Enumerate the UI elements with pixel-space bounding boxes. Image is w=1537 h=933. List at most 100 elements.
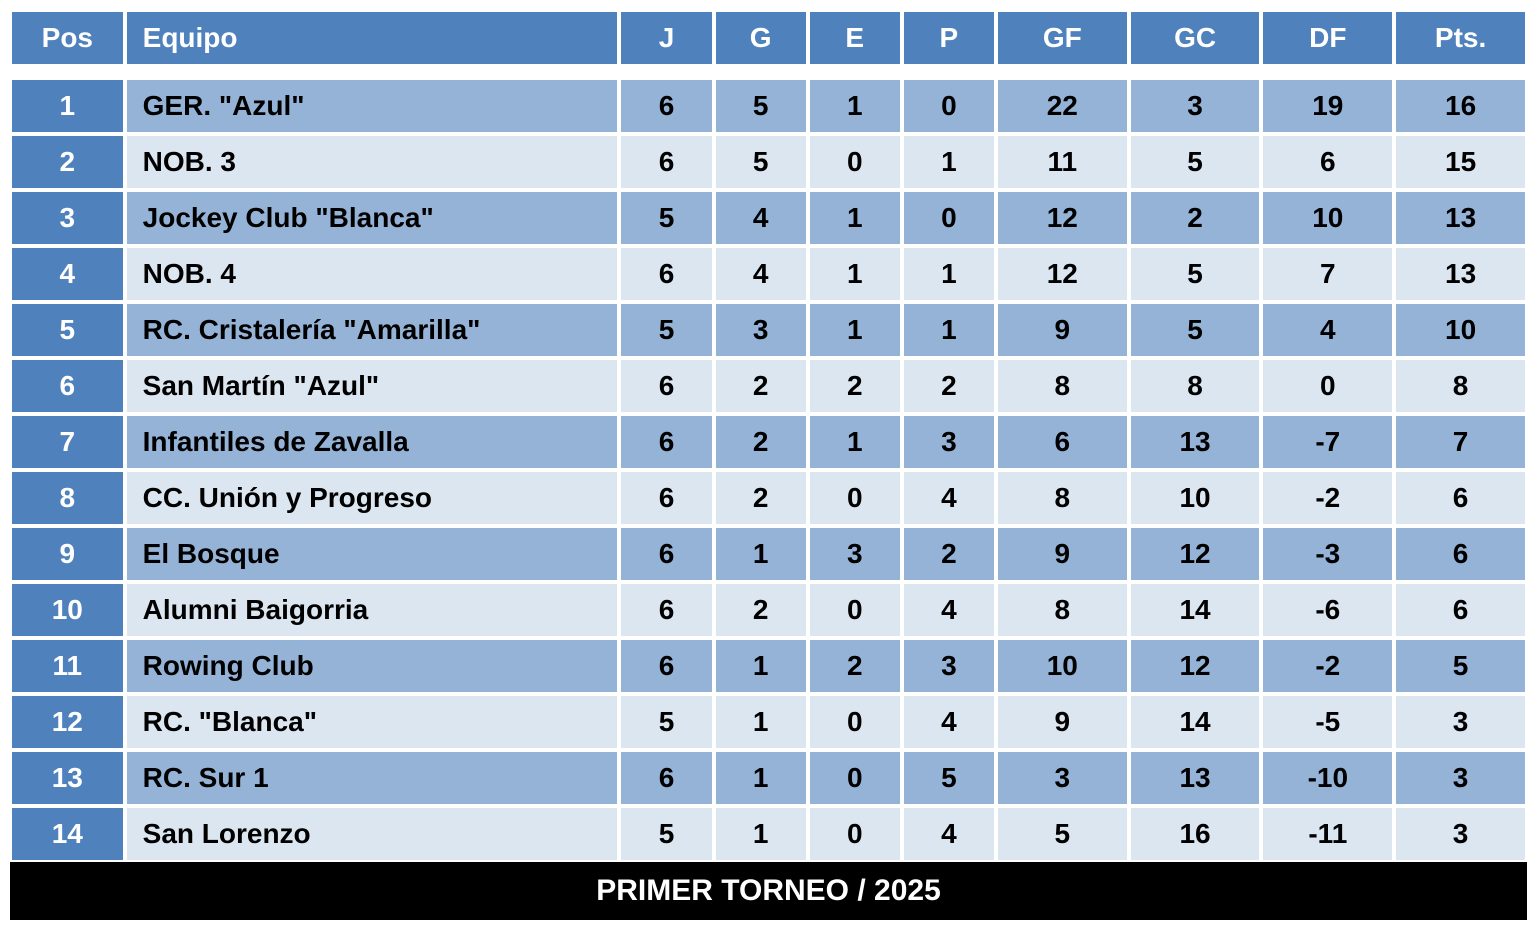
g-cell: 2: [714, 414, 808, 470]
p-cell: 2: [902, 358, 996, 414]
gc-cell: 14: [1129, 582, 1262, 638]
pts-cell: 3: [1394, 750, 1527, 806]
team-cell: GER. "Azul": [125, 78, 620, 134]
team-cell: San Lorenzo: [125, 806, 620, 862]
standings-table-container: Pos Equipo J G E P GF GC DF Pts. 1GER. "…: [10, 10, 1527, 920]
j-cell: 6: [619, 526, 713, 582]
df-cell: 10: [1261, 190, 1394, 246]
team-cell: El Bosque: [125, 526, 620, 582]
header-pts: Pts.: [1394, 10, 1527, 66]
p-cell: 4: [902, 806, 996, 862]
table-row: 6San Martín "Azul"62228808: [10, 358, 1527, 414]
table-row: 2NOB. 36501115615: [10, 134, 1527, 190]
gc-cell: 16: [1129, 806, 1262, 862]
table-row: 9El Bosque6132912-36: [10, 526, 1527, 582]
e-cell: 0: [808, 470, 902, 526]
p-cell: 3: [902, 638, 996, 694]
team-cell: Jockey Club "Blanca": [125, 190, 620, 246]
g-cell: 1: [714, 526, 808, 582]
gc-cell: 2: [1129, 190, 1262, 246]
g-cell: 5: [714, 78, 808, 134]
j-cell: 6: [619, 134, 713, 190]
e-cell: 3: [808, 526, 902, 582]
pts-cell: 7: [1394, 414, 1527, 470]
header-e: E: [808, 10, 902, 66]
e-cell: 1: [808, 246, 902, 302]
gf-cell: 8: [996, 358, 1129, 414]
gf-cell: 8: [996, 470, 1129, 526]
g-cell: 2: [714, 582, 808, 638]
df-cell: 0: [1261, 358, 1394, 414]
g-cell: 4: [714, 246, 808, 302]
j-cell: 6: [619, 582, 713, 638]
j-cell: 6: [619, 414, 713, 470]
df-cell: -7: [1261, 414, 1394, 470]
e-cell: 1: [808, 302, 902, 358]
pos-cell: 14: [10, 806, 125, 862]
j-cell: 5: [619, 806, 713, 862]
team-cell: NOB. 3: [125, 134, 620, 190]
j-cell: 6: [619, 78, 713, 134]
pos-cell: 12: [10, 694, 125, 750]
pos-cell: 9: [10, 526, 125, 582]
team-cell: Infantiles de Zavalla: [125, 414, 620, 470]
pos-cell: 11: [10, 638, 125, 694]
gf-cell: 5: [996, 806, 1129, 862]
pos-cell: 2: [10, 134, 125, 190]
header-g: G: [714, 10, 808, 66]
p-cell: 4: [902, 582, 996, 638]
pts-cell: 6: [1394, 582, 1527, 638]
e-cell: 0: [808, 750, 902, 806]
pos-cell: 8: [10, 470, 125, 526]
gc-cell: 12: [1129, 638, 1262, 694]
pos-cell: 3: [10, 190, 125, 246]
df-cell: 6: [1261, 134, 1394, 190]
p-cell: 2: [902, 526, 996, 582]
j-cell: 6: [619, 470, 713, 526]
p-cell: 4: [902, 694, 996, 750]
header-gc: GC: [1129, 10, 1262, 66]
df-cell: -10: [1261, 750, 1394, 806]
gc-cell: 8: [1129, 358, 1262, 414]
pts-cell: 13: [1394, 246, 1527, 302]
team-cell: Rowing Club: [125, 638, 620, 694]
df-cell: -2: [1261, 470, 1394, 526]
gc-cell: 14: [1129, 694, 1262, 750]
table-row: 11Rowing Club61231012-25: [10, 638, 1527, 694]
df-cell: -3: [1261, 526, 1394, 582]
pts-cell: 13: [1394, 190, 1527, 246]
gf-cell: 12: [996, 246, 1129, 302]
gf-cell: 3: [996, 750, 1129, 806]
df-cell: 4: [1261, 302, 1394, 358]
df-cell: -6: [1261, 582, 1394, 638]
df-cell: 7: [1261, 246, 1394, 302]
gf-cell: 8: [996, 582, 1129, 638]
team-cell: RC. "Blanca": [125, 694, 620, 750]
e-cell: 0: [808, 806, 902, 862]
standings-table: Pos Equipo J G E P GF GC DF Pts. 1GER. "…: [10, 10, 1527, 920]
header-equipo: Equipo: [125, 10, 620, 66]
gf-cell: 9: [996, 302, 1129, 358]
table-row: 10Alumni Baigorria6204814-66: [10, 582, 1527, 638]
e-cell: 1: [808, 414, 902, 470]
gf-cell: 12: [996, 190, 1129, 246]
pts-cell: 6: [1394, 526, 1527, 582]
e-cell: 0: [808, 694, 902, 750]
e-cell: 1: [808, 190, 902, 246]
p-cell: 0: [902, 78, 996, 134]
gc-cell: 12: [1129, 526, 1262, 582]
j-cell: 6: [619, 750, 713, 806]
header-j: J: [619, 10, 713, 66]
team-cell: RC. Cristalería "Amarilla": [125, 302, 620, 358]
pts-cell: 3: [1394, 694, 1527, 750]
header-df: DF: [1261, 10, 1394, 66]
gc-cell: 10: [1129, 470, 1262, 526]
team-cell: NOB. 4: [125, 246, 620, 302]
j-cell: 6: [619, 246, 713, 302]
gc-cell: 3: [1129, 78, 1262, 134]
j-cell: 5: [619, 694, 713, 750]
table-body: 1GER. "Azul"651022319162NOB. 36501115615…: [10, 66, 1527, 862]
table-row: 8CC. Unión y Progreso6204810-26: [10, 470, 1527, 526]
pos-cell: 7: [10, 414, 125, 470]
j-cell: 6: [619, 358, 713, 414]
